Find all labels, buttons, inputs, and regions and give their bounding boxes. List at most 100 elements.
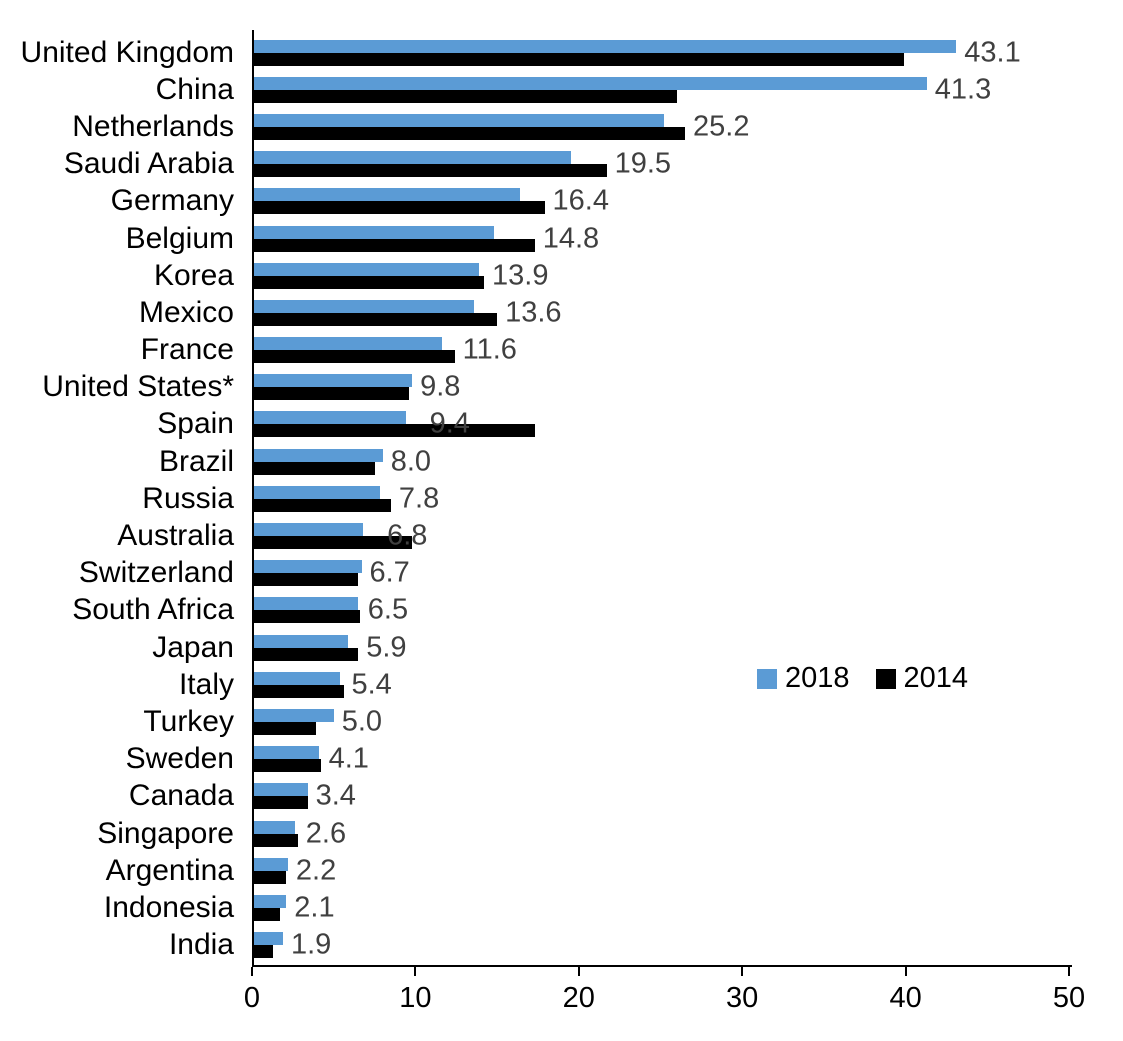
- chart-row: Turkey 5.0: [0, 703, 1069, 740]
- category-label: Singapore: [97, 816, 234, 850]
- chart-row: India 1.9: [0, 927, 1069, 964]
- chart-row: Indonesia 2.1: [0, 889, 1069, 926]
- bar-2014: [252, 89, 677, 103]
- x-axis-tick: [1068, 967, 1070, 976]
- chart-row: United States* 9.8: [0, 369, 1069, 406]
- chart-row: Mexico 13.6: [0, 294, 1069, 331]
- x-axis-tick-label: 40: [889, 982, 922, 1014]
- bar-pair: [252, 523, 1069, 550]
- row-plot-area: 2.6: [252, 815, 1069, 852]
- category-label: China: [155, 72, 234, 106]
- value-label: 2.6: [305, 817, 347, 850]
- value-label: 2.1: [294, 891, 335, 924]
- bar-2014: [252, 275, 484, 289]
- bar-2018: [252, 820, 295, 834]
- bar-2018: [252, 39, 957, 53]
- bar-2018: [252, 671, 341, 685]
- row-plot-area: 13.6: [252, 294, 1069, 331]
- row-plot-area: 7.8: [252, 480, 1069, 517]
- bar-2014: [252, 312, 498, 326]
- chart-row: Netherlands 25.2: [0, 108, 1069, 145]
- row-plot-area: 11.6: [252, 332, 1069, 369]
- bar-2018: [252, 783, 308, 797]
- bar-pair: [252, 820, 1069, 847]
- bar-2018: [252, 76, 927, 90]
- row-plot-area: 2.1: [252, 889, 1069, 926]
- value-label: 6.7: [369, 556, 410, 589]
- row-plot-area: 9.4: [252, 406, 1069, 443]
- bar-2018: [252, 894, 287, 908]
- bar-pair: [252, 76, 1069, 103]
- category-label: Germany: [110, 184, 234, 218]
- chart-row: Switzerland 6.7: [0, 555, 1069, 592]
- bar-2014: [252, 907, 280, 921]
- value-label: 13.9: [492, 259, 549, 292]
- bar-pair: [252, 374, 1069, 401]
- row-plot-area: 6.7: [252, 555, 1069, 592]
- row-plot-area: 14.8: [252, 220, 1069, 257]
- x-axis-tick-label: 0: [243, 982, 261, 1014]
- bar-2014: [252, 870, 287, 884]
- category-label: Argentina: [105, 853, 234, 887]
- row-plot-area: 1.9: [252, 927, 1069, 964]
- bar-2014: [252, 424, 535, 438]
- bar-pair: [252, 151, 1069, 178]
- category-label: United States*: [42, 370, 234, 404]
- bar-2018: [252, 634, 349, 648]
- bar-2014: [252, 573, 359, 587]
- chart-row: Japan 5.9: [0, 629, 1069, 666]
- value-label: 7.8: [398, 482, 440, 515]
- x-axis-tick-label: 50: [1052, 982, 1086, 1014]
- row-plot-area: 25.2: [252, 108, 1069, 145]
- bar-2018: [252, 337, 442, 351]
- bar-2018: [252, 597, 359, 611]
- value-label: 1.9: [291, 928, 332, 961]
- category-label: Mexico: [138, 295, 234, 329]
- chart-row: Brazil 8.0: [0, 443, 1069, 480]
- value-label: 3.4: [315, 779, 356, 812]
- bar-2014: [252, 350, 455, 364]
- row-plot-area: 43.1: [252, 34, 1069, 71]
- bar-2018: [252, 746, 319, 760]
- bar-2018: [252, 151, 571, 165]
- category-label: Russia: [142, 481, 234, 515]
- value-label: 6.5: [367, 593, 409, 626]
- x-axis-tick-label: 30: [726, 982, 759, 1014]
- value-label: 6.8: [387, 519, 428, 552]
- row-plot-area: 4.1: [252, 741, 1069, 778]
- bar-2018: [252, 411, 406, 425]
- legend-item-2018: 2018: [757, 664, 850, 693]
- row-plot-area: 5.4: [252, 666, 1069, 703]
- bar-2018: [252, 523, 364, 537]
- value-label: 9.4: [429, 407, 470, 440]
- row-plot-area: 8.0: [252, 443, 1069, 480]
- row-plot-area: 3.4: [252, 778, 1069, 815]
- chart-row: Sweden 4.1: [0, 741, 1069, 778]
- bar-2018: [252, 857, 288, 871]
- legend-swatch-icon: [875, 668, 896, 689]
- bar-2018: [252, 113, 664, 127]
- legend: 2018 2014: [757, 664, 968, 693]
- bar-2014: [252, 647, 359, 661]
- value-label: 5.9: [366, 631, 407, 664]
- bar-pair: [252, 783, 1069, 810]
- category-label: Turkey: [143, 704, 234, 738]
- value-label: 19.5: [614, 147, 672, 180]
- bar-2014: [252, 461, 375, 475]
- bar-2014: [252, 238, 535, 252]
- row-plot-area: 5.0: [252, 703, 1069, 740]
- row-plot-area: 9.8: [252, 369, 1069, 406]
- category-label: India: [168, 928, 234, 962]
- bar-2018: [252, 485, 380, 499]
- row-plot-area: 5.9: [252, 629, 1069, 666]
- value-label: 41.3: [934, 73, 992, 106]
- bar-2014: [252, 201, 545, 215]
- category-label: Australia: [117, 519, 234, 553]
- bar-2014: [252, 759, 321, 773]
- bar-pair: [252, 671, 1069, 698]
- row-plot-area: 13.9: [252, 257, 1069, 294]
- row-plot-area: 6.5: [252, 592, 1069, 629]
- bar-2014: [252, 796, 308, 810]
- bar-pair: [252, 225, 1069, 252]
